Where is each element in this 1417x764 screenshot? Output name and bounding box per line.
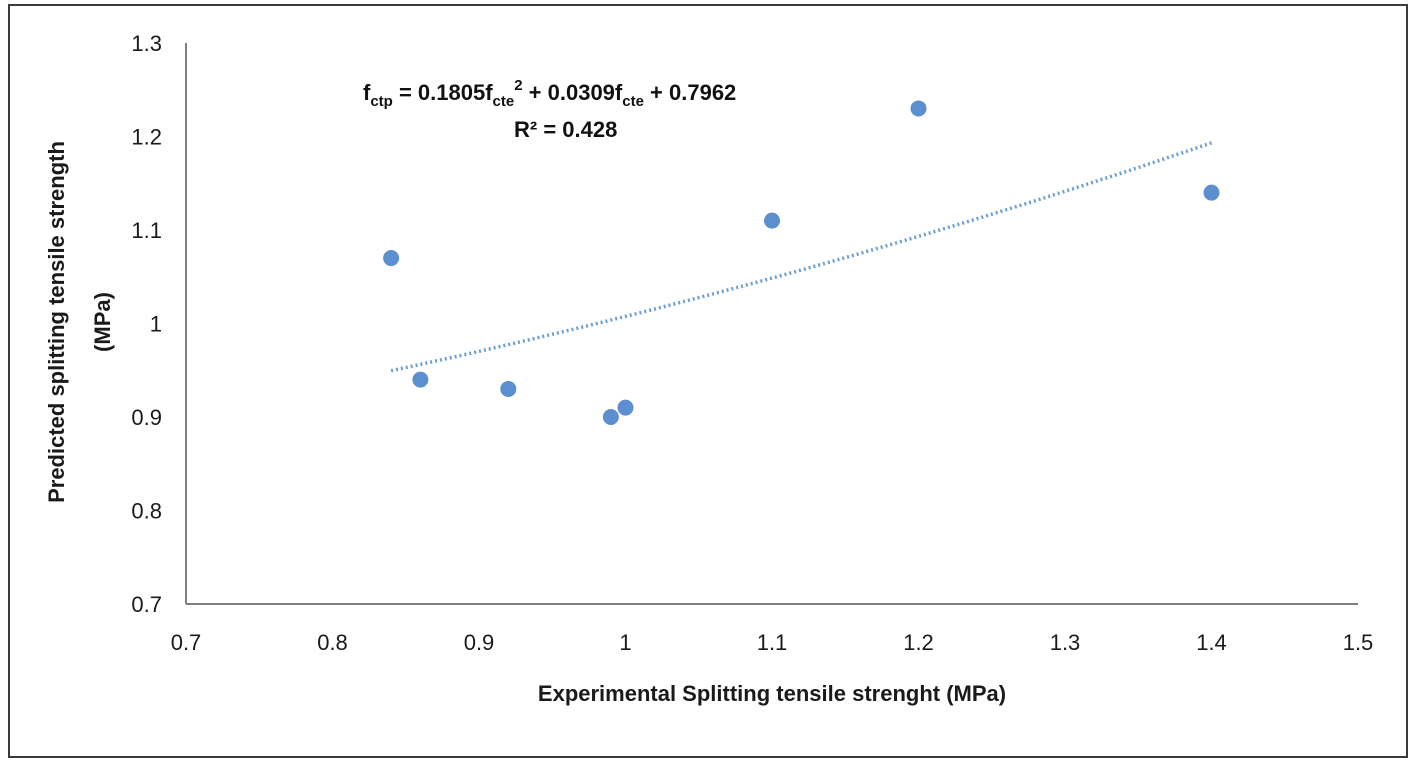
x-tick-label: 1.2	[903, 630, 934, 655]
y-tick-label: 1	[150, 312, 162, 337]
y-tick-label: 1.1	[131, 218, 162, 243]
y-axis-title-line-2: (MPa)	[90, 292, 115, 352]
y-tick-label: 0.9	[131, 405, 162, 430]
r-squared-label: R² = 0.428	[514, 117, 617, 142]
x-tick-labels: 0.7 0.8 0.9 1 1.1 1.2 1.3 1.4 1.5	[171, 630, 1374, 655]
y-tick-label: 1.2	[131, 125, 162, 150]
trendline-path	[390, 141, 1213, 373]
data-point	[500, 380, 517, 397]
y-tick-label: 0.7	[131, 592, 162, 617]
trendline-equation: fctp = 0.1805fcte2 + 0.0309fcte + 0.7962	[363, 77, 736, 110]
x-tick-label: 0.9	[464, 630, 495, 655]
data-point	[1203, 184, 1220, 201]
data-point	[910, 100, 927, 117]
y-tick-label: 1.3	[131, 31, 162, 56]
y-tick-labels: 0.7 0.8 0.9 1 1.1 1.2 1.3	[131, 31, 162, 617]
x-tick-label: 0.8	[317, 630, 348, 655]
data-points	[383, 100, 1220, 425]
data-point	[764, 212, 780, 229]
data-point	[412, 371, 429, 388]
x-tick-label: 1.5	[1343, 630, 1374, 655]
y-axis-title-line-1: Predicted splitting tensile strength	[44, 141, 69, 503]
data-point	[617, 399, 634, 416]
data-point	[383, 250, 400, 267]
x-tick-label: 0.7	[171, 630, 202, 655]
x-tick-label: 1	[619, 630, 631, 655]
x-tick-label: 1.3	[1050, 630, 1081, 655]
x-tick-label: 1.4	[1196, 630, 1227, 655]
x-axis-title: Experimental Splitting tensile strenght …	[538, 681, 1006, 706]
y-tick-label: 0.8	[131, 499, 162, 524]
data-point	[602, 409, 619, 425]
x-tick-label: 1.1	[757, 630, 788, 655]
chart-frame	[8, 4, 1408, 758]
trendline	[390, 141, 1213, 373]
